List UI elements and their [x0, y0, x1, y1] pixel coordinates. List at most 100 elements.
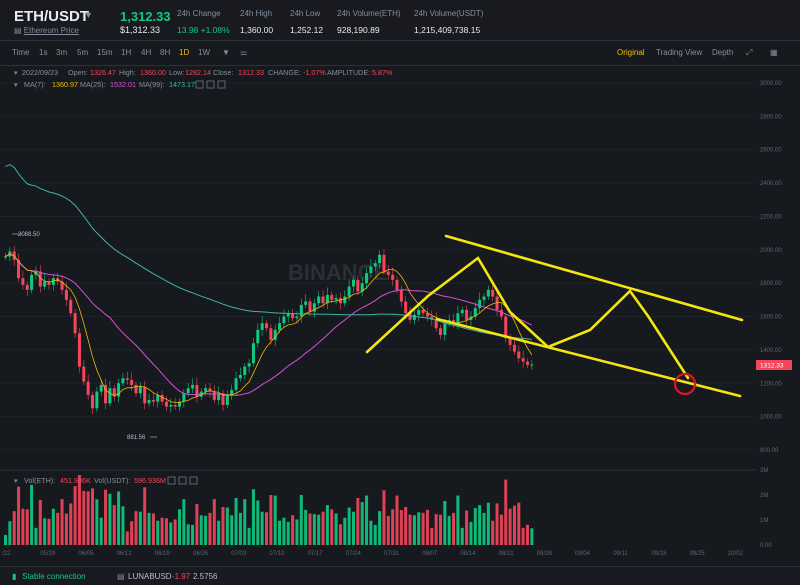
status-pair[interactable]: LUNABUSD: [128, 572, 172, 581]
more-intervals-icon[interactable]: ▼: [222, 48, 230, 57]
chevron-down-icon[interactable]: ▼: [84, 10, 93, 20]
interval-1s[interactable]: 1s: [39, 48, 48, 57]
vol-usdt-value: 596.936M: [134, 476, 166, 485]
candle-body: [425, 313, 429, 317]
volume-bar: [143, 487, 147, 545]
date-axis-label: 05/29: [40, 551, 56, 557]
candle-body: [221, 393, 225, 405]
ma99-label: MA(99):: [139, 80, 165, 89]
candle-body: [143, 386, 147, 404]
candle-body: [186, 388, 190, 394]
volume-bar: [443, 501, 447, 545]
candle-body: [382, 254, 386, 272]
interval-15m[interactable]: 15m: [97, 48, 113, 57]
candle-body: [69, 299, 73, 314]
volume-bar: [404, 507, 408, 545]
ma25-value: 1532.01: [110, 80, 136, 89]
volume-bar: [117, 491, 121, 545]
ma-visibility-icon[interactable]: [195, 80, 204, 89]
volume-bar: [147, 512, 151, 545]
volume-bar: [447, 515, 451, 545]
symbol-subtitle[interactable]: ▤ Ethereum Price: [14, 26, 79, 35]
ohlc-high: 1360.00: [140, 68, 166, 77]
volume-bar: [56, 512, 60, 545]
candle-body: [478, 299, 482, 309]
status-bar: ▮ Stable connection ▤ LUNABUSD -1.97 2.5…: [0, 566, 800, 585]
candle-body: [169, 404, 173, 407]
volume-bars: [4, 475, 534, 545]
volume-bar: [369, 520, 373, 545]
ma-settings-icon[interactable]: [206, 80, 215, 89]
gridlines: [0, 82, 756, 451]
candle-body: [4, 256, 7, 258]
candlestick-chart[interactable]: BINANCE 2088.50 881.56 3000.00 2800.00 260…: [0, 66, 800, 564]
vol-close-icon[interactable]: [189, 476, 198, 485]
candle-body: [338, 298, 342, 304]
view-trading-view[interactable]: Trading View: [656, 48, 703, 57]
candle-body: [334, 298, 338, 300]
candle-body: [317, 296, 321, 304]
date-axis-label: 10/02: [728, 551, 744, 557]
volume-bar: [238, 512, 242, 545]
symbol-title[interactable]: ETH/USDT: [14, 8, 89, 25]
view-depth[interactable]: Depth: [712, 48, 734, 57]
date-axis-label: 09/11: [613, 551, 628, 557]
candle-body: [147, 399, 151, 404]
vol-visibility-icon[interactable]: [167, 476, 176, 485]
volume-axis-label: 0.00: [760, 543, 772, 549]
vol-settings-icon[interactable]: [178, 476, 187, 485]
candle-body: [51, 278, 55, 285]
candle-body: [417, 309, 421, 315]
volume-bar: [343, 517, 347, 545]
drawn-trend-lines[interactable]: [365, 234, 744, 398]
price-axis-label: 2600.00: [760, 148, 782, 154]
volume-bar: [34, 527, 38, 545]
candle-body: [125, 378, 129, 380]
volume-bar: [195, 504, 199, 545]
volume-bar: [386, 515, 390, 545]
candle-body: [352, 279, 355, 287]
volume-bar: [360, 502, 364, 545]
stat-24h-high: 24h High 1,360.00: [240, 9, 274, 35]
ma-close-icon[interactable]: [217, 80, 226, 89]
candle-body: [473, 308, 477, 317]
interval-1h[interactable]: 1H: [121, 48, 132, 57]
volume-bar: [151, 513, 155, 545]
volume-bar: [456, 495, 460, 545]
fullscreen-icon[interactable]: ⤢: [746, 48, 753, 57]
interval-1w[interactable]: 1W: [198, 48, 210, 57]
volume-bar: [417, 512, 421, 545]
candle-body: [230, 389, 234, 395]
chart-area[interactable]: BINANCE 2088.50 881.56 3000.00 2800.00 260…: [0, 66, 800, 564]
interval-1d[interactable]: 1D: [179, 48, 190, 57]
candle-body: [278, 323, 282, 330]
candle-body: [156, 394, 160, 402]
candle-body: [295, 316, 299, 319]
ohlc-low-label: Low:: [169, 68, 184, 77]
view-original[interactable]: Original: [617, 48, 645, 57]
candle-body: [491, 289, 495, 297]
grid-layout-icon[interactable]: ▦: [770, 48, 778, 57]
candle-body: [347, 286, 351, 297]
settings-sliders-icon[interactable]: ⚌: [240, 48, 248, 57]
volume-bar: [134, 511, 138, 545]
candle-body: [356, 279, 360, 292]
candle-body: [495, 296, 499, 310]
candle-body: [304, 301, 308, 305]
interval-4h[interactable]: 4H: [141, 48, 152, 57]
interval-time[interactable]: Time: [12, 48, 30, 57]
last-price: 1,312.33: [120, 9, 171, 24]
candle-body: [160, 394, 164, 402]
candle-body: [208, 388, 212, 392]
interval-5m[interactable]: 5m: [77, 48, 89, 57]
candle-body: [321, 296, 325, 304]
ohlc-change-label: CHANGE:: [268, 68, 301, 77]
candle-body: [38, 271, 42, 287]
volume-bar: [469, 521, 473, 545]
interval-8h[interactable]: 8H: [160, 48, 171, 57]
candle-body: [269, 328, 273, 340]
volume-bar: [260, 511, 264, 545]
volume-bar: [256, 500, 260, 545]
volume-bar: [191, 524, 195, 545]
interval-3m[interactable]: 3m: [56, 48, 68, 57]
